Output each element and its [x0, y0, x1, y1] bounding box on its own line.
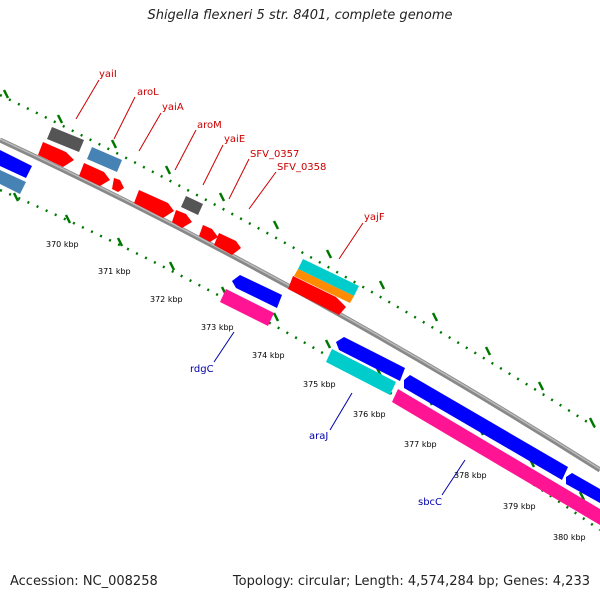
- gene-blue-3[interactable]: [404, 375, 568, 480]
- tick-label-377: 377 kbp: [404, 440, 437, 449]
- gene-red-2[interactable]: [79, 163, 110, 186]
- label-aroM: aroM: [197, 120, 222, 131]
- tick-label-376: 376 kbp: [353, 410, 386, 419]
- label-araJ: araJ: [309, 431, 328, 442]
- label-aroL: aroL: [137, 87, 159, 98]
- gene-red-6[interactable]: [199, 225, 218, 242]
- map-title: Shigella flexneri 5 str. 8401, complete …: [147, 8, 453, 23]
- tick-label-375: 375 kbp: [303, 380, 336, 389]
- genome-summary-text: Topology: circular; Length: 4,574,284 bp…: [232, 574, 590, 589]
- tick-label-379: 379 kbp: [503, 502, 536, 511]
- gene-sbcC[interactable]: [392, 389, 600, 525]
- label-sbcC: sbcC: [418, 497, 442, 508]
- gene-red-7[interactable]: [214, 233, 241, 255]
- tick-label-372: 372 kbp: [150, 295, 183, 304]
- reverse-leader-lines: [213, 331, 466, 496]
- gene-blue-1[interactable]: [232, 275, 282, 308]
- tick-label-380: 380 kbp: [553, 533, 586, 542]
- gene-araJ[interactable]: [326, 349, 396, 395]
- tick-label-374: 374 kbp: [252, 351, 285, 360]
- label-yaiI: yaiI: [99, 69, 117, 80]
- gene-aroL[interactable]: [87, 147, 122, 172]
- inner-dotted-ring: [0, 188, 600, 532]
- label-yaiA: yaiA: [162, 102, 184, 113]
- gene-rdgC[interactable]: [220, 289, 274, 326]
- label-SFV_0357: SFV_0357: [250, 149, 299, 160]
- gene-yajF[interactable]: [288, 276, 346, 315]
- outer-dotted-ring: [0, 89, 600, 432]
- gene-red-1[interactable]: [38, 142, 74, 167]
- tick-label-373: 373 kbp: [201, 323, 234, 332]
- gene-blue-left[interactable]: [0, 150, 32, 178]
- gene-cyan-1[interactable]: [298, 259, 359, 296]
- label-yajF: yajF: [364, 212, 385, 223]
- label-yaiE: yaiE: [224, 134, 245, 145]
- gene-blue-4[interactable]: [566, 473, 600, 503]
- label-rdgC: rdgC: [190, 364, 214, 375]
- accession-text: Accession: NC_008258: [10, 574, 158, 589]
- gene-gray-2[interactable]: [181, 196, 203, 215]
- forward-leader-lines: [75, 79, 364, 260]
- gene-yaiI[interactable]: [47, 127, 84, 152]
- gene-red-3[interactable]: [112, 178, 124, 192]
- tick-label-378: 378 kbp: [454, 471, 487, 480]
- backbone-line: [0, 137, 600, 473]
- tick-label-371: 371 kbp: [98, 267, 131, 276]
- gene-steelblue-left[interactable]: [0, 170, 26, 194]
- gene-red-4[interactable]: [134, 190, 174, 218]
- tick-label-370: 370 kbp: [46, 240, 79, 249]
- gene-blue-2[interactable]: [336, 337, 405, 381]
- gene-orange[interactable]: [294, 269, 354, 303]
- gene-red-5[interactable]: [172, 210, 192, 228]
- label-SFV_0358: SFV_0358: [277, 162, 326, 173]
